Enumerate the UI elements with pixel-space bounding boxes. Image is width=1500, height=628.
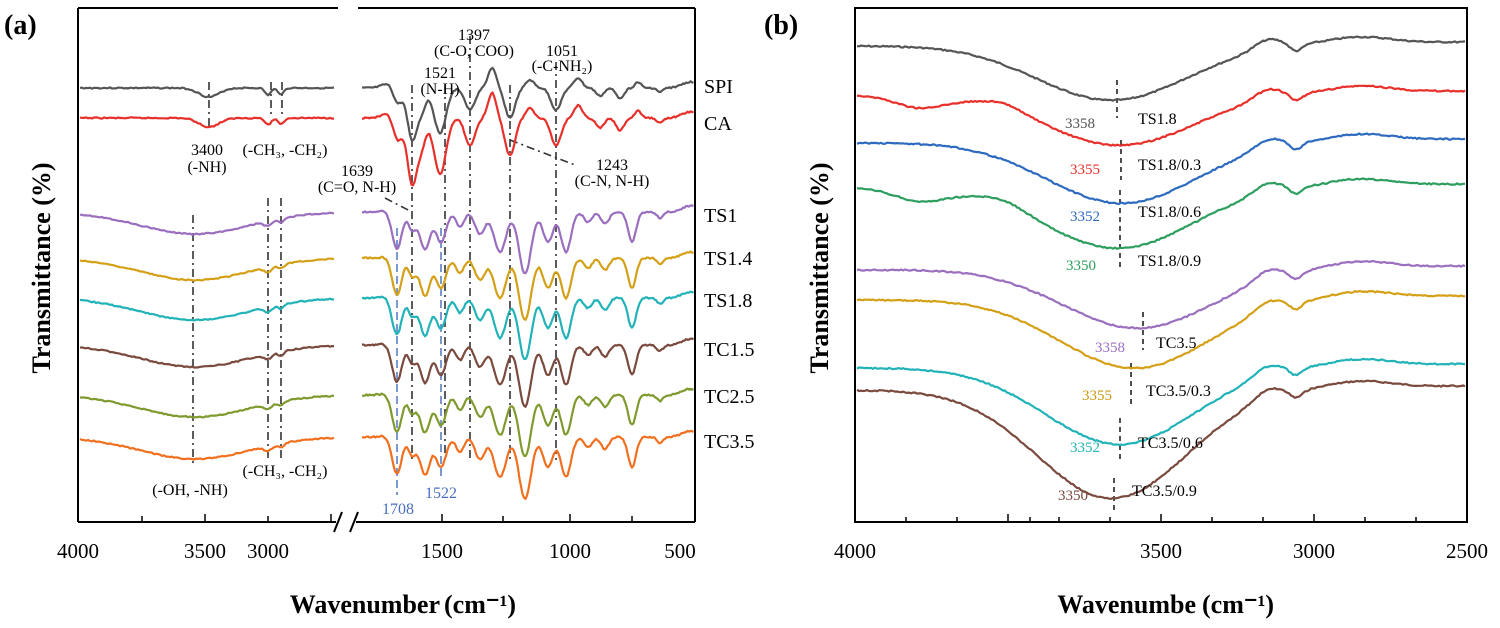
tick-label-b-4000: 4000 — [834, 539, 876, 563]
series-label-tc1-5: TC1.5 — [704, 339, 755, 361]
spectrum-a-left-tc3-5 — [79, 436, 335, 461]
spectrum-b-tc3-5 — [856, 259, 1466, 330]
spectrum-a-right-ts1 — [361, 204, 694, 275]
peak-label-tc3-5-0-9: 3350 — [1058, 488, 1088, 504]
peak-label-ts1-8-0-9: 3350 — [1066, 258, 1096, 274]
spectrum-b-ts1-8-0-6 — [856, 132, 1466, 205]
series-label-ts1: TS1 — [704, 205, 737, 227]
peak-label-tc3-5-0-3: 3355 — [1082, 388, 1112, 404]
panel-a-series-labels: SPI CA TS1 TS1.4 TS1.8 TC1.5 TC2.5 TC3.5 — [704, 76, 755, 453]
series-label-spi: SPI — [704, 76, 733, 98]
series-label-ts1-4: TS1.4 — [704, 248, 752, 270]
series-label-b-ts1-8-0-9: TS1.8/0.9 — [1138, 253, 1201, 270]
annotation-1051-group: (-C-NH₂) — [532, 58, 593, 75]
tick-label-1500: 1500 — [421, 539, 463, 563]
tick-label-b-2500: 2500 — [1446, 539, 1488, 563]
panel-a-reference-lines — [192, 36, 576, 465]
panel-a-blue-reference-lines — [396, 228, 442, 495]
panel-b-ylabel: Transmittance (%) — [805, 162, 834, 373]
spectrum-b-ts1-8-0-9 — [856, 177, 1465, 250]
series-label-b-ts1-8-0-6: TS1.8/0.6 — [1138, 204, 1201, 221]
panel-b-annotations: 3358 TS1.8 3355 TS1.8/0.3 3352 TS1.8/0.6… — [1058, 111, 1211, 504]
series-label-ts1-8: TS1.8 — [704, 290, 752, 312]
spectrum-b-tc3-5-0-9 — [856, 379, 1466, 500]
spectrum-a-right-tc1-5 — [361, 337, 694, 408]
annotation-1639: 1639 — [341, 163, 373, 180]
spectrum-b-ts1-8 — [856, 35, 1466, 102]
panel-a-ticks — [77, 514, 696, 522]
tick-label-1000: 1000 — [549, 539, 591, 563]
spectrum-b-ts1-8-0-3 — [856, 84, 1466, 147]
spectrum-a-right-ts1-4 — [361, 250, 694, 321]
annotation-1243-group: (C-N, N-H) — [575, 173, 650, 190]
series-label-b-tc3-5-0-3: TC3.5/0.3 — [1146, 383, 1211, 400]
panel-b: (b) 4000 3500 3000 2500 Transmittance (%… — [764, 7, 1488, 619]
spectrum-a-left-ts1-8 — [79, 297, 335, 322]
annotation-1521: 1521 — [424, 65, 456, 82]
tick-label-500: 500 — [664, 539, 696, 563]
panel-a-annotations: 1397 (C-O, COO) 1051 (-C-NH₂) 1521 (N-H)… — [152, 27, 649, 518]
spectrum-a-right-tc3-5 — [361, 429, 695, 500]
annotation-1522: 1522 — [425, 485, 457, 502]
series-label-b-tc3-5-0-9: TC3.5/0.9 — [1132, 483, 1197, 500]
panel-a: (a) 4000 3500 3000 1500 1000 500 Transm — [4, 7, 755, 619]
panel-b-ticks — [854, 514, 1468, 522]
panel-a-xlabel: Wavenumber — [290, 590, 440, 619]
peak-label-ts1-8: 3358 — [1065, 116, 1095, 132]
peak-label-ts1-8-0-3: 3355 — [1070, 162, 1100, 178]
spectrum-a-right-ts1-8 — [361, 290, 694, 361]
annotation-1397-group: (C-O, COO) — [434, 43, 514, 60]
panel-b-xlabel-unit: (cm⁻¹) — [1202, 590, 1274, 619]
annotation-3400: 3400 — [191, 142, 223, 159]
annotation-1243: 1243 — [596, 157, 628, 174]
series-label-tc2-5: TC2.5 — [704, 386, 755, 408]
panel-b-label: (b) — [764, 10, 798, 41]
panel-b-xlabel: Wavenumbe — [1057, 590, 1196, 619]
panel-a-spectra — [79, 66, 695, 500]
spectrum-a-left-tc1-5 — [79, 344, 334, 369]
peak-label-tc3-5-0-6: 3352 — [1070, 440, 1100, 456]
spectrum-a-right-tc2-5 — [362, 387, 694, 458]
peak-label-ts1-8-0-6: 3352 — [1070, 209, 1100, 225]
annotation-1051: 1051 — [546, 43, 578, 60]
panel-a-label: (a) — [4, 10, 37, 41]
annotation-ch-top: (-CH₃, -CH₂) — [243, 142, 328, 159]
spectrum-a-left-spi — [79, 86, 335, 99]
panel-a-xlabel-unit: (cm⁻¹) — [444, 590, 516, 619]
tick-label-3000: 3000 — [247, 539, 289, 563]
tick-label-3500: 3500 — [184, 539, 226, 563]
annotation-1521-group: (N-H) — [420, 81, 459, 98]
spectrum-b-tc3-5-0-3 — [856, 289, 1466, 370]
spectrum-a-left-ca — [79, 116, 334, 129]
panel-a-tick-labels: 4000 3500 3000 1500 1000 500 — [57, 539, 696, 563]
tick-label-4000: 4000 — [57, 539, 99, 563]
spectrum-a-right-spi — [361, 66, 694, 142]
series-label-b-ts1-8: TS1.8 — [1138, 111, 1177, 128]
panel-a-ylabel: Transmittance (%) — [27, 162, 56, 373]
panel-b-tick-labels: 4000 3500 3000 2500 — [834, 539, 1488, 563]
annotation-oh-nh: (-OH, -NH) — [152, 482, 228, 499]
axis-break-mark-left — [333, 511, 343, 533]
annotation-ch-bottom: (-CH₃, -CH₂) — [243, 463, 328, 480]
series-label-b-ts1-8-0-3: TS1.8/0.3 — [1138, 157, 1201, 174]
series-label-tc3-5: TC3.5 — [704, 431, 755, 453]
series-label-ca: CA — [704, 113, 732, 135]
tick-label-b-3500: 3500 — [1140, 539, 1182, 563]
spectrum-b-tc3-5-0-6 — [856, 357, 1466, 446]
tick-label-b-3000: 3000 — [1293, 539, 1335, 563]
annotation-1397: 1397 — [458, 27, 490, 44]
annotation-3400-group: (-NH) — [187, 159, 226, 176]
annotation-1639-group: (C=O, N-H) — [318, 179, 396, 196]
peak-label-tc3-5: 3358 — [1095, 340, 1125, 356]
panel-b-spectra — [856, 35, 1466, 500]
spectrum-a-left-tc2-5 — [79, 394, 335, 419]
series-label-b-tc3-5: TC3.5 — [1156, 335, 1196, 352]
spectrum-a-left-ts1 — [79, 211, 335, 236]
annotation-1708: 1708 — [382, 501, 414, 518]
spectrum-a-left-ts1-4 — [79, 257, 335, 282]
series-label-b-tc3-5-0-6: TC3.5/0.6 — [1138, 435, 1203, 452]
axis-break-mark-right — [349, 511, 359, 533]
spectrum-a-right-ca — [361, 91, 694, 187]
